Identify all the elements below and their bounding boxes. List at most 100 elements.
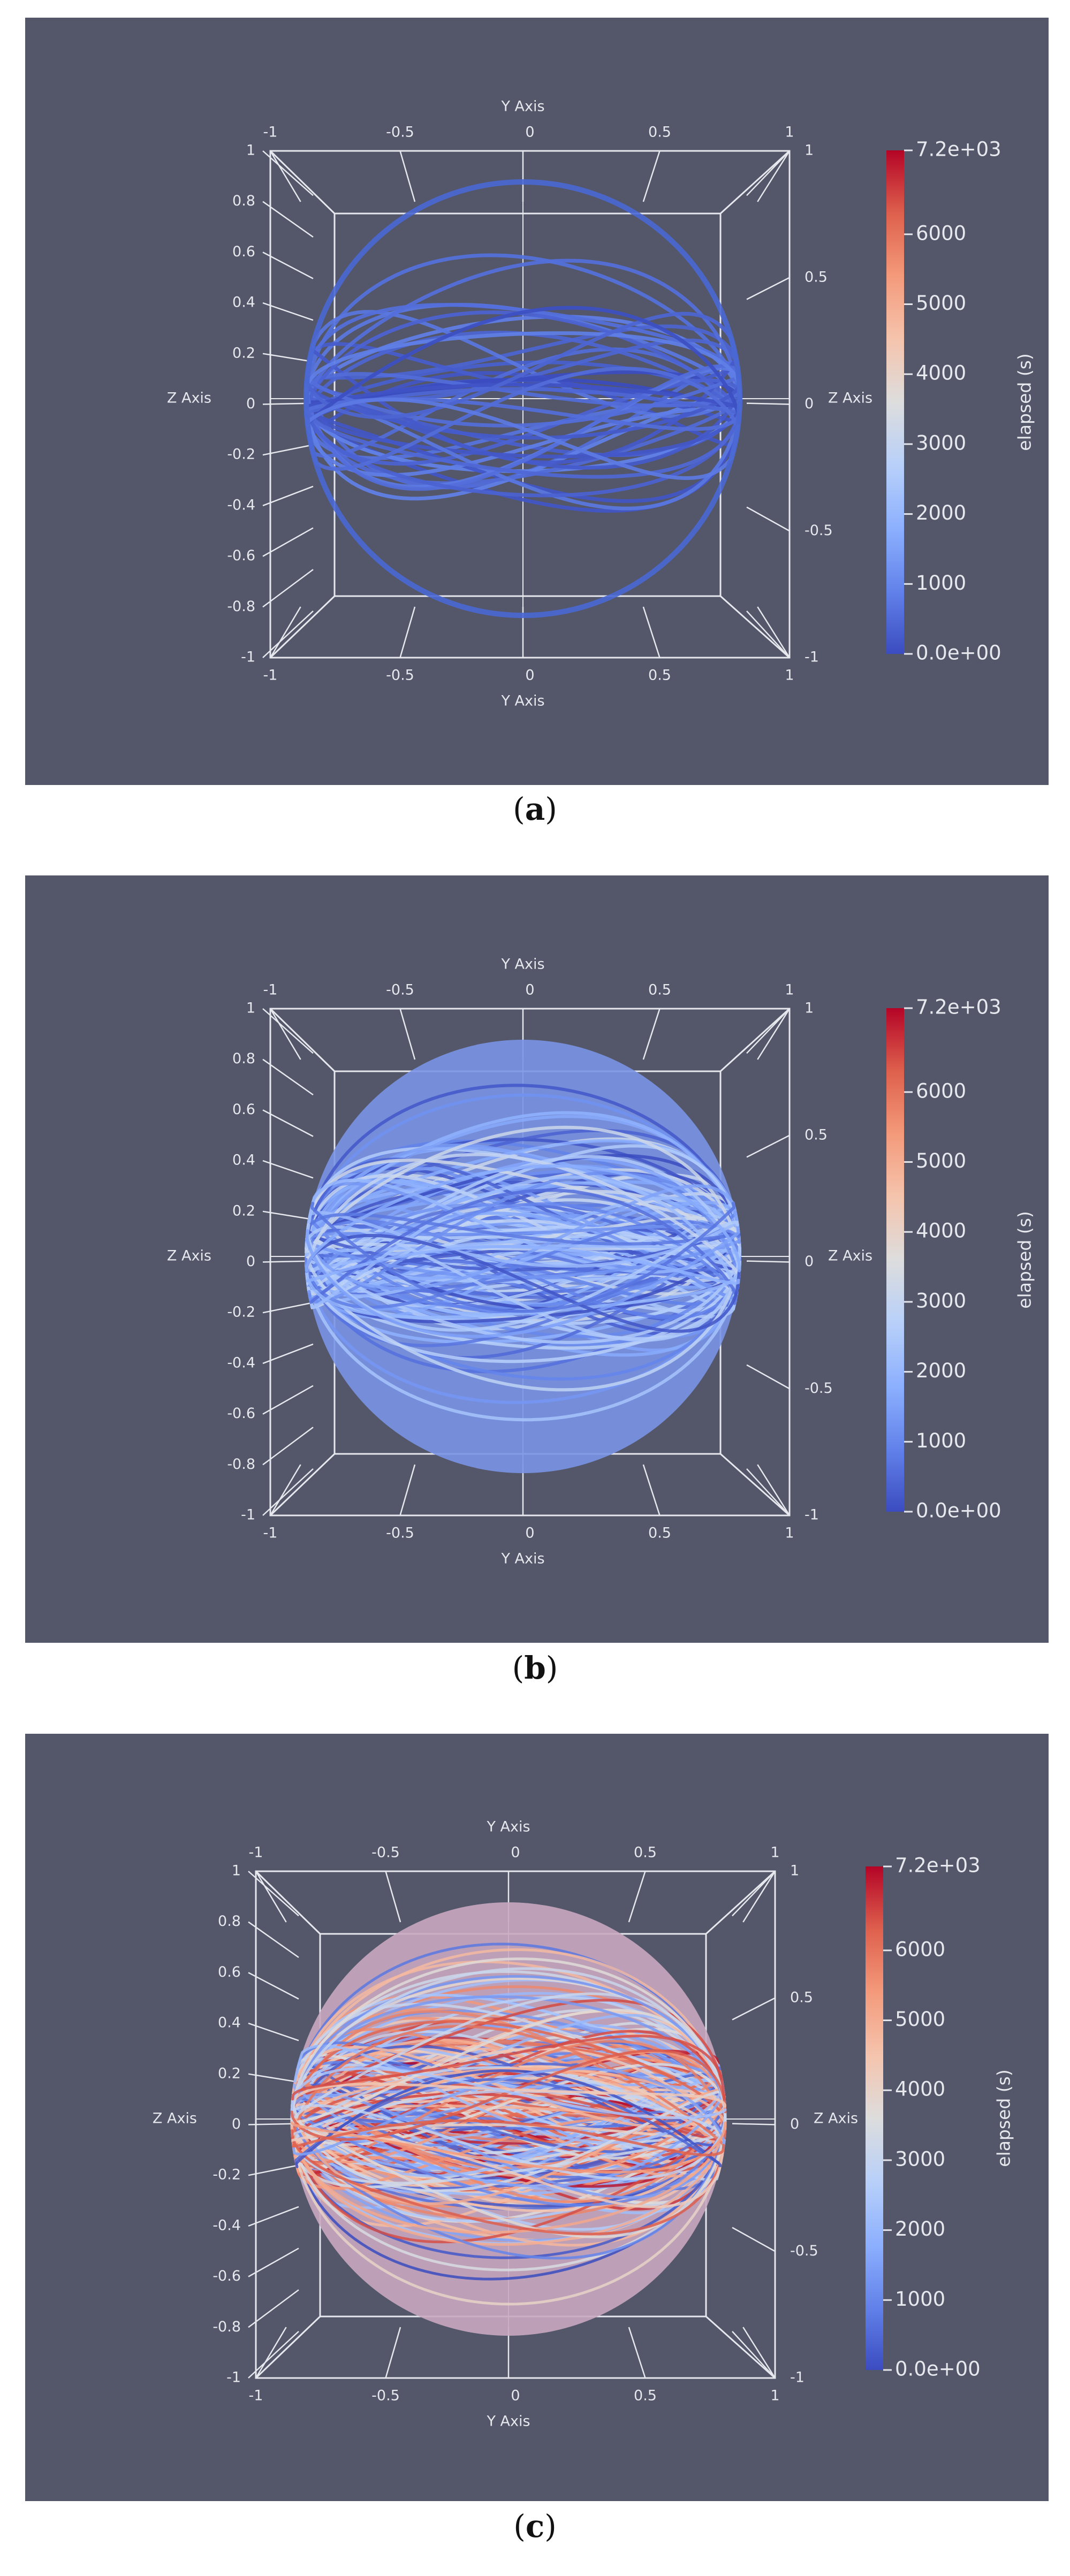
trajectory-line <box>305 1267 741 1319</box>
trajectory-line <box>304 331 742 394</box>
left-tick-connector <box>248 2247 299 2277</box>
left-tick-connector <box>262 1343 314 1365</box>
trajectory-line <box>305 1164 741 1272</box>
x-tick-label-bottom: 1 <box>785 1525 794 1542</box>
x-tick-label-bottom: 1 <box>785 667 794 684</box>
corner-connector <box>269 1008 336 1072</box>
trajectory-line <box>305 1229 740 1338</box>
y-tick-label-right: 0.5 <box>805 1126 828 1143</box>
y-axis-title-right: Z Axis <box>814 2110 858 2127</box>
y-tick-label-right: 1 <box>805 142 814 159</box>
colorbar-tick-label: 6000 <box>895 1938 945 1961</box>
x-tick-label-bottom: -0.5 <box>386 1525 414 1542</box>
left-tick-connector <box>262 1160 314 1179</box>
colorbar-tick-label: 5000 <box>916 1149 966 1172</box>
left-tick-connector <box>262 444 314 456</box>
colorbar-title: elapsed (s) <box>993 2069 1014 2167</box>
y-tick-label-left: 1 <box>232 1863 241 1879</box>
top-tick-connector <box>255 1871 287 1923</box>
colorbar-tick-label: 2000 <box>916 501 966 524</box>
right-tick-connector <box>732 2331 776 2379</box>
trajectory-line <box>290 2118 727 2234</box>
trajectory-line <box>305 1233 741 1333</box>
y-tick-label-right: 0.5 <box>790 1989 813 2006</box>
right-tick-connector <box>732 2227 776 2252</box>
y-tick-label-left: 0.4 <box>232 294 255 311</box>
x-tick-label-bottom: -1 <box>249 2388 263 2404</box>
y-tick-label-right: 1 <box>790 1863 799 1879</box>
trajectory-line <box>305 303 741 388</box>
y-tick-label-right: 1 <box>805 1000 814 1017</box>
corner-connector <box>255 2315 321 2379</box>
y-tick-label-right: 0 <box>805 395 814 412</box>
trajectory-line <box>306 398 740 481</box>
chart-panel-c: -1 -1 -0.5 -0.5 0 0 0.5 0.5 1 1 1 0.8 0.6 0.4 0.2 0 -0.2… <box>25 1734 1049 2501</box>
top-tick-connector <box>385 1871 401 1923</box>
y-tick-label-left: 0.6 <box>232 243 255 260</box>
trajectory-line <box>291 2092 726 2141</box>
y-tick-label-left: -0.2 <box>213 2167 241 2183</box>
x-tick-label-bottom: 0 <box>511 2388 520 2404</box>
chart-panel-a: -1 -1 -0.5 -0.5 0 0 0.5 0.5 1 1 1 0.8 0.6 0.4 0.2 0 -0.2… <box>25 18 1049 785</box>
y-tick-label-right: -0.5 <box>805 522 833 539</box>
y-tick-label-left: -1 <box>241 649 255 666</box>
trajectory-line <box>305 376 741 428</box>
x-tick-label-top: 1 <box>785 124 794 141</box>
y-tick-label-left: 0.4 <box>218 2015 241 2031</box>
trajectory-line <box>305 1254 741 1363</box>
y-tick-label-left: -0.8 <box>213 2319 241 2335</box>
colorbar-tick-label: 4000 <box>916 1220 966 1243</box>
y-tick-label-left: -0.6 <box>213 2268 241 2284</box>
corner-connector <box>255 1870 321 1935</box>
y-axis-title-left: Z Axis <box>167 390 211 407</box>
x-tick-label-bottom: -1 <box>263 1525 278 1542</box>
left-tick-connector <box>262 1385 314 1415</box>
y-tick-label-left: 0.6 <box>218 1964 241 1980</box>
colorbar-tick-label: 1000 <box>916 1429 966 1452</box>
right-tick-connector <box>746 150 790 196</box>
x-tick-label-top: -1 <box>263 124 278 141</box>
trajectory-line <box>309 1188 738 1305</box>
top-tick-connector <box>742 1871 776 1923</box>
trajectory-line <box>290 2067 727 2120</box>
trajectory-line <box>305 397 741 431</box>
x-axis-title-bottom: Y Axis <box>486 2413 530 2430</box>
y-tick-label-left: 0 <box>232 2116 241 2132</box>
right-tick-connector <box>746 1134 790 1158</box>
sphere-outline <box>303 179 742 618</box>
chart-svg-c: -1-1-0.5-0.5000.50.51110.80.60.40.20-0.2… <box>153 1819 1014 2430</box>
trajectory-line <box>304 258 742 411</box>
bottom-tick-connector <box>399 1464 416 1516</box>
left-tick-connector <box>262 569 314 608</box>
x-tick-label-top: 0.5 <box>634 1845 657 1861</box>
top-tick-connector <box>269 150 301 202</box>
y-tick-label-right: -1 <box>805 649 819 666</box>
colorbar-tick-label: 4000 <box>895 2078 945 2101</box>
bottom-tick-connector <box>642 1464 661 1516</box>
y-tick-label-left: -0.4 <box>227 1354 255 1371</box>
left-tick-connector <box>248 2330 299 2379</box>
bottom-tick-connector <box>642 606 661 658</box>
y-tick-label-left: 0.2 <box>232 1202 255 1219</box>
x-tick-label-top: 0.5 <box>648 124 671 141</box>
colorbar <box>886 150 904 654</box>
colorbar-tick-label: 1000 <box>895 2288 945 2311</box>
x-tick-label-bottom: 1 <box>770 2388 779 2404</box>
x-tick-label-top: 0 <box>525 982 534 999</box>
left-tick-connector <box>262 527 314 557</box>
trajectory-line <box>310 1201 736 1313</box>
bottom-tick-connector <box>628 2327 646 2379</box>
corner-connector <box>719 1008 791 1072</box>
trajectory-line <box>290 1957 727 2123</box>
y-tick-label-left: -0.2 <box>227 446 255 463</box>
trajectory-line <box>292 2067 726 2156</box>
x-tick-label-bottom: 0.5 <box>634 2388 657 2404</box>
corner-connector <box>719 150 791 215</box>
trajectory-line <box>290 2121 727 2174</box>
x-tick-label-top: -0.5 <box>386 124 414 141</box>
trajectory-line <box>306 1245 740 1285</box>
left-tick-connector <box>248 2206 299 2227</box>
y-tick-label-right: 0 <box>805 1253 814 1270</box>
trajectory-line <box>304 403 742 479</box>
right-tick-connector <box>732 1871 776 1917</box>
